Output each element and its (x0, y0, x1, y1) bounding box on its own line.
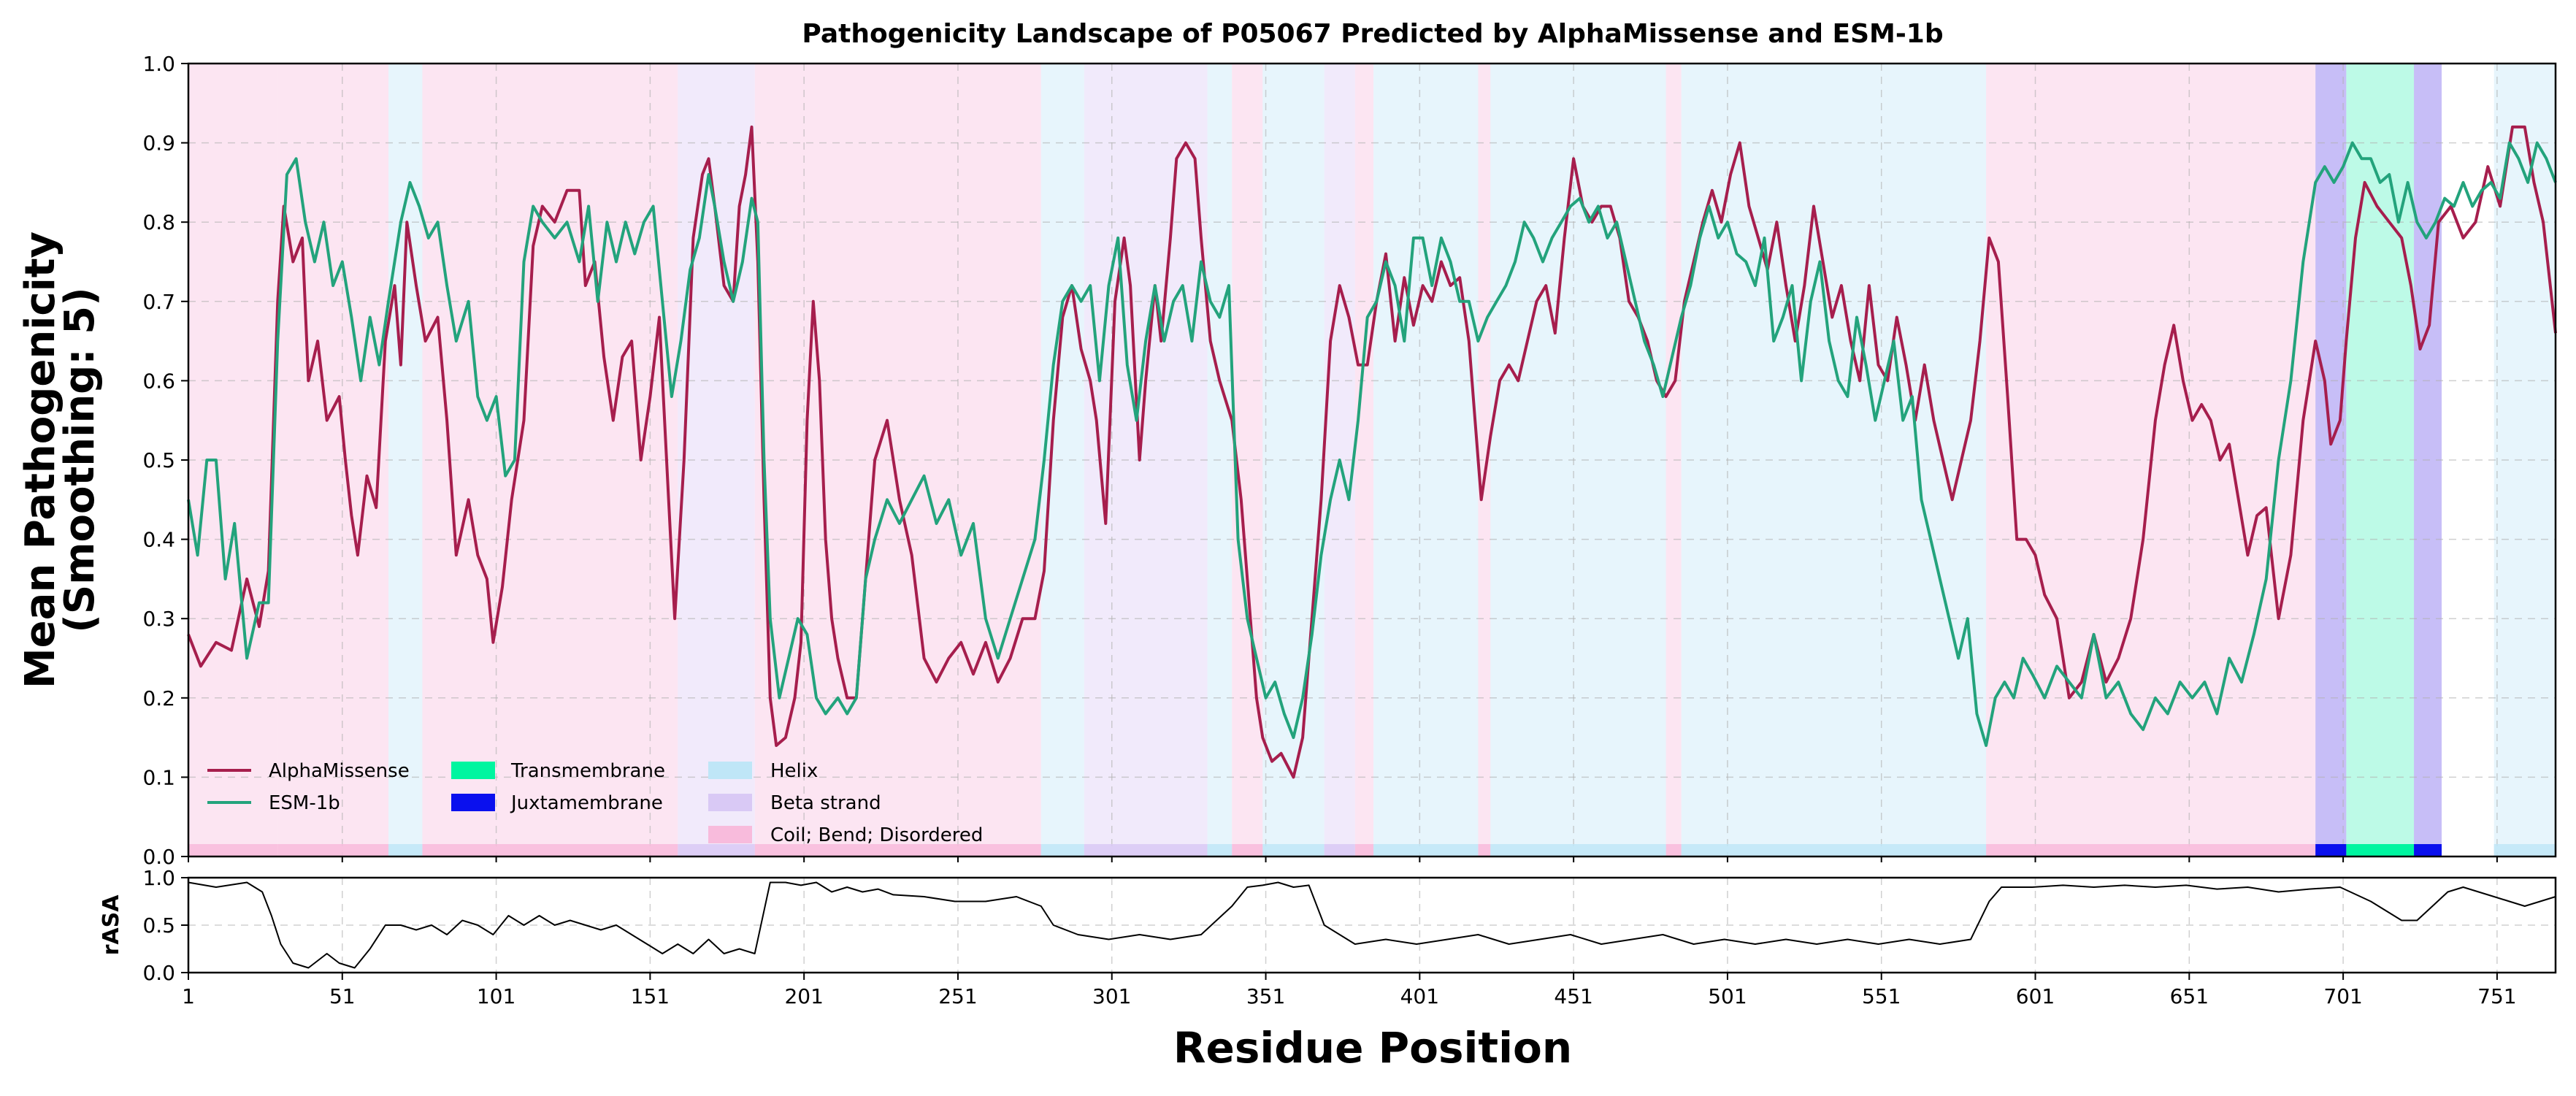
main-y-tick-label: 0.9 (142, 131, 175, 156)
legend-swatch-beta-strand (708, 794, 752, 811)
x-tick-label: 751 (2477, 984, 2516, 1008)
x-tick-label: 1 (182, 984, 195, 1008)
legend-label-coil: Coil; Bend; Disordered (770, 824, 983, 846)
main-y-tick-label: 0.7 (142, 290, 175, 314)
main-y-axis-label-sub: (Smoothing: 5) (56, 287, 104, 632)
strip-segment-coil-bend-disordered (422, 844, 678, 857)
strip-segment-coil-bend-disordered (1232, 844, 1263, 857)
strip-segment-helix (1490, 844, 1666, 857)
strip-segment-coil-bend-disordered (188, 844, 278, 857)
main-y-tick-label: 0.5 (142, 448, 175, 472)
annotation-strip (188, 844, 2556, 857)
main-y-tick-label: 0.1 (142, 765, 175, 789)
main-y-tick-label: 0.2 (142, 686, 175, 710)
main-y-tick-label: 0.3 (142, 607, 175, 631)
rasa-y-axis-ticks: 0.0 0.5 1.0 (142, 866, 188, 985)
x-tick-label: 301 (1092, 984, 1131, 1008)
rasa-series (188, 881, 2556, 969)
x-tick-label: 601 (2016, 984, 2055, 1008)
legend-label-juxtamembrane: Juxtamembrane (510, 792, 663, 814)
x-tick-label: 501 (1708, 984, 1747, 1008)
strip-segment-juxtamembrane (2315, 844, 2347, 857)
strip-segment-coil-bend-disordered (1986, 844, 2316, 857)
strip-segment-coil-bend-disordered (1354, 844, 1374, 857)
strip-segment-helix (1207, 844, 1233, 857)
region-band-beta-strand (1084, 64, 1208, 857)
legend-label-helix: Helix (770, 760, 818, 782)
strip-segment-beta-strand (678, 844, 755, 857)
x-tick-label: 351 (1246, 984, 1285, 1008)
legend-swatch-juxtamembrane (451, 794, 495, 811)
strip-segment-juxtamembrane (2414, 844, 2442, 857)
legend-label-esm1b: ESM-1b (269, 792, 340, 814)
series-line-rasa (188, 881, 2556, 969)
strip-segment-beta-strand (1324, 844, 1355, 857)
strip-segment-coil-bend-disordered (277, 844, 389, 857)
main-y-tick-label: 1.0 (142, 52, 175, 76)
strip-segment-coil-bend-disordered (1665, 844, 1682, 857)
main-y-tick-label: 0.0 (142, 845, 175, 869)
main-y-tick-label: 0.4 (142, 528, 175, 552)
strip-segment-coil-bend-disordered (1478, 844, 1491, 857)
x-tick-label: 651 (2170, 984, 2209, 1008)
x-tick-label: 201 (784, 984, 823, 1008)
strip-segment-helix (1681, 844, 1987, 857)
strip-segment-helix (1040, 844, 1084, 857)
rasa-y-tick-label: 1.0 (142, 866, 175, 890)
main-y-axis-ticks: 0.0 0.1 0.2 0.3 0.4 0.5 0.6 0.7 0.8 0.9 1.0 (142, 52, 188, 869)
chart-title: Pathogenicity Landscape of P05067 Predic… (802, 19, 1943, 49)
legend-swatch-helix (708, 762, 752, 779)
x-axis-label: Residue Position (1173, 1023, 1572, 1073)
x-tick-label: 551 (1862, 984, 1901, 1008)
region-band-coil-bend-disordered (1478, 64, 1491, 857)
rasa-y-tick-label: 0.0 (142, 961, 175, 985)
x-tick-label: 51 (329, 984, 356, 1008)
x-tick-label: 401 (1400, 984, 1439, 1008)
x-tick-label: 101 (477, 984, 515, 1008)
strip-segment-helix (1262, 844, 1325, 857)
legend-swatch-transmembrane (451, 762, 495, 779)
strip-segment-transmembrane (2346, 844, 2415, 857)
legend-label-alphamissense: AlphaMissense (269, 760, 410, 782)
main-y-tick-label: 0.8 (142, 210, 175, 234)
main-series (187, 125, 2557, 779)
series-line-esm-1b (187, 141, 2557, 747)
strip-segment-helix (1373, 844, 1479, 857)
main-y-tick-label: 0.6 (142, 369, 175, 393)
rasa-y-tick-label: 0.5 (142, 913, 175, 938)
legend-label-beta-strand: Beta strand (770, 792, 881, 814)
main-y-axis-label: Mean Pathogenicity (17, 231, 64, 689)
legend-label-transmembrane: Transmembrane (510, 760, 665, 782)
x-tick-label: 151 (631, 984, 670, 1008)
x-tick-label: 451 (1554, 984, 1592, 1008)
x-tick-label: 251 (938, 984, 977, 1008)
strip-segment-coil-bend-disordered (754, 844, 1041, 857)
x-tick-label: 701 (2323, 984, 2362, 1008)
strip-segment-beta-strand (1084, 844, 1208, 857)
legend-swatch-coil (708, 826, 752, 843)
strip-segment-helix (2493, 844, 2556, 857)
rasa-y-axis-label: rASA (99, 894, 124, 956)
x-axis-ticks: 1 51 101 151 201 251 301 351 401 451 501 551 601 651 7… (182, 857, 2517, 1008)
strip-segment-helix (388, 844, 423, 857)
legend: AlphaMissense ESM-1b Transmembrane Juxta… (207, 760, 983, 846)
